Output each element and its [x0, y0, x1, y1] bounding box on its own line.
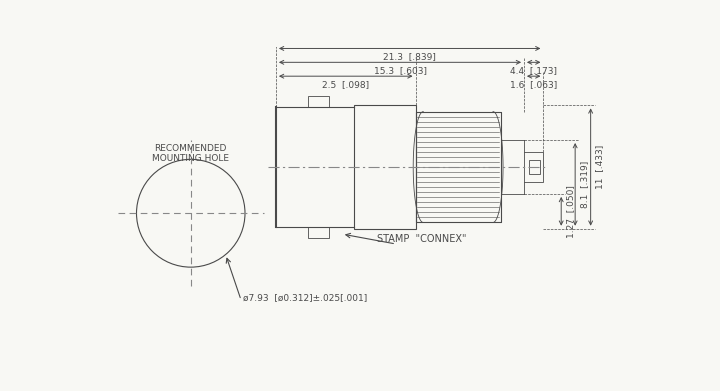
Bar: [307, 96, 330, 107]
Text: RECOMMENDED
MOUNTING HOLE: RECOMMENDED MOUNTING HOLE: [152, 144, 229, 163]
Text: 8.1  [.319]: 8.1 [.319]: [580, 161, 589, 208]
Text: 15.3  [.603]: 15.3 [.603]: [374, 66, 426, 75]
Bar: [415, 111, 500, 222]
Bar: [307, 227, 330, 238]
Text: 4.4  [.173]: 4.4 [.173]: [510, 66, 557, 75]
Bar: [354, 106, 415, 229]
Text: 2.5  [.098]: 2.5 [.098]: [322, 80, 369, 89]
Bar: [524, 152, 544, 183]
Text: 1.27  [.050]: 1.27 [.050]: [566, 185, 575, 238]
Text: 11  [.433]: 11 [.433]: [595, 145, 604, 189]
Text: STAMP  "CONNEX": STAMP "CONNEX": [377, 234, 467, 244]
Text: 21.3  [.839]: 21.3 [.839]: [383, 52, 436, 61]
Text: 1.6  [.063]: 1.6 [.063]: [510, 80, 557, 89]
Bar: [528, 160, 540, 174]
Text: ø7.93  [ø0.312]±.025[.001]: ø7.93 [ø0.312]±.025[.001]: [243, 293, 368, 302]
